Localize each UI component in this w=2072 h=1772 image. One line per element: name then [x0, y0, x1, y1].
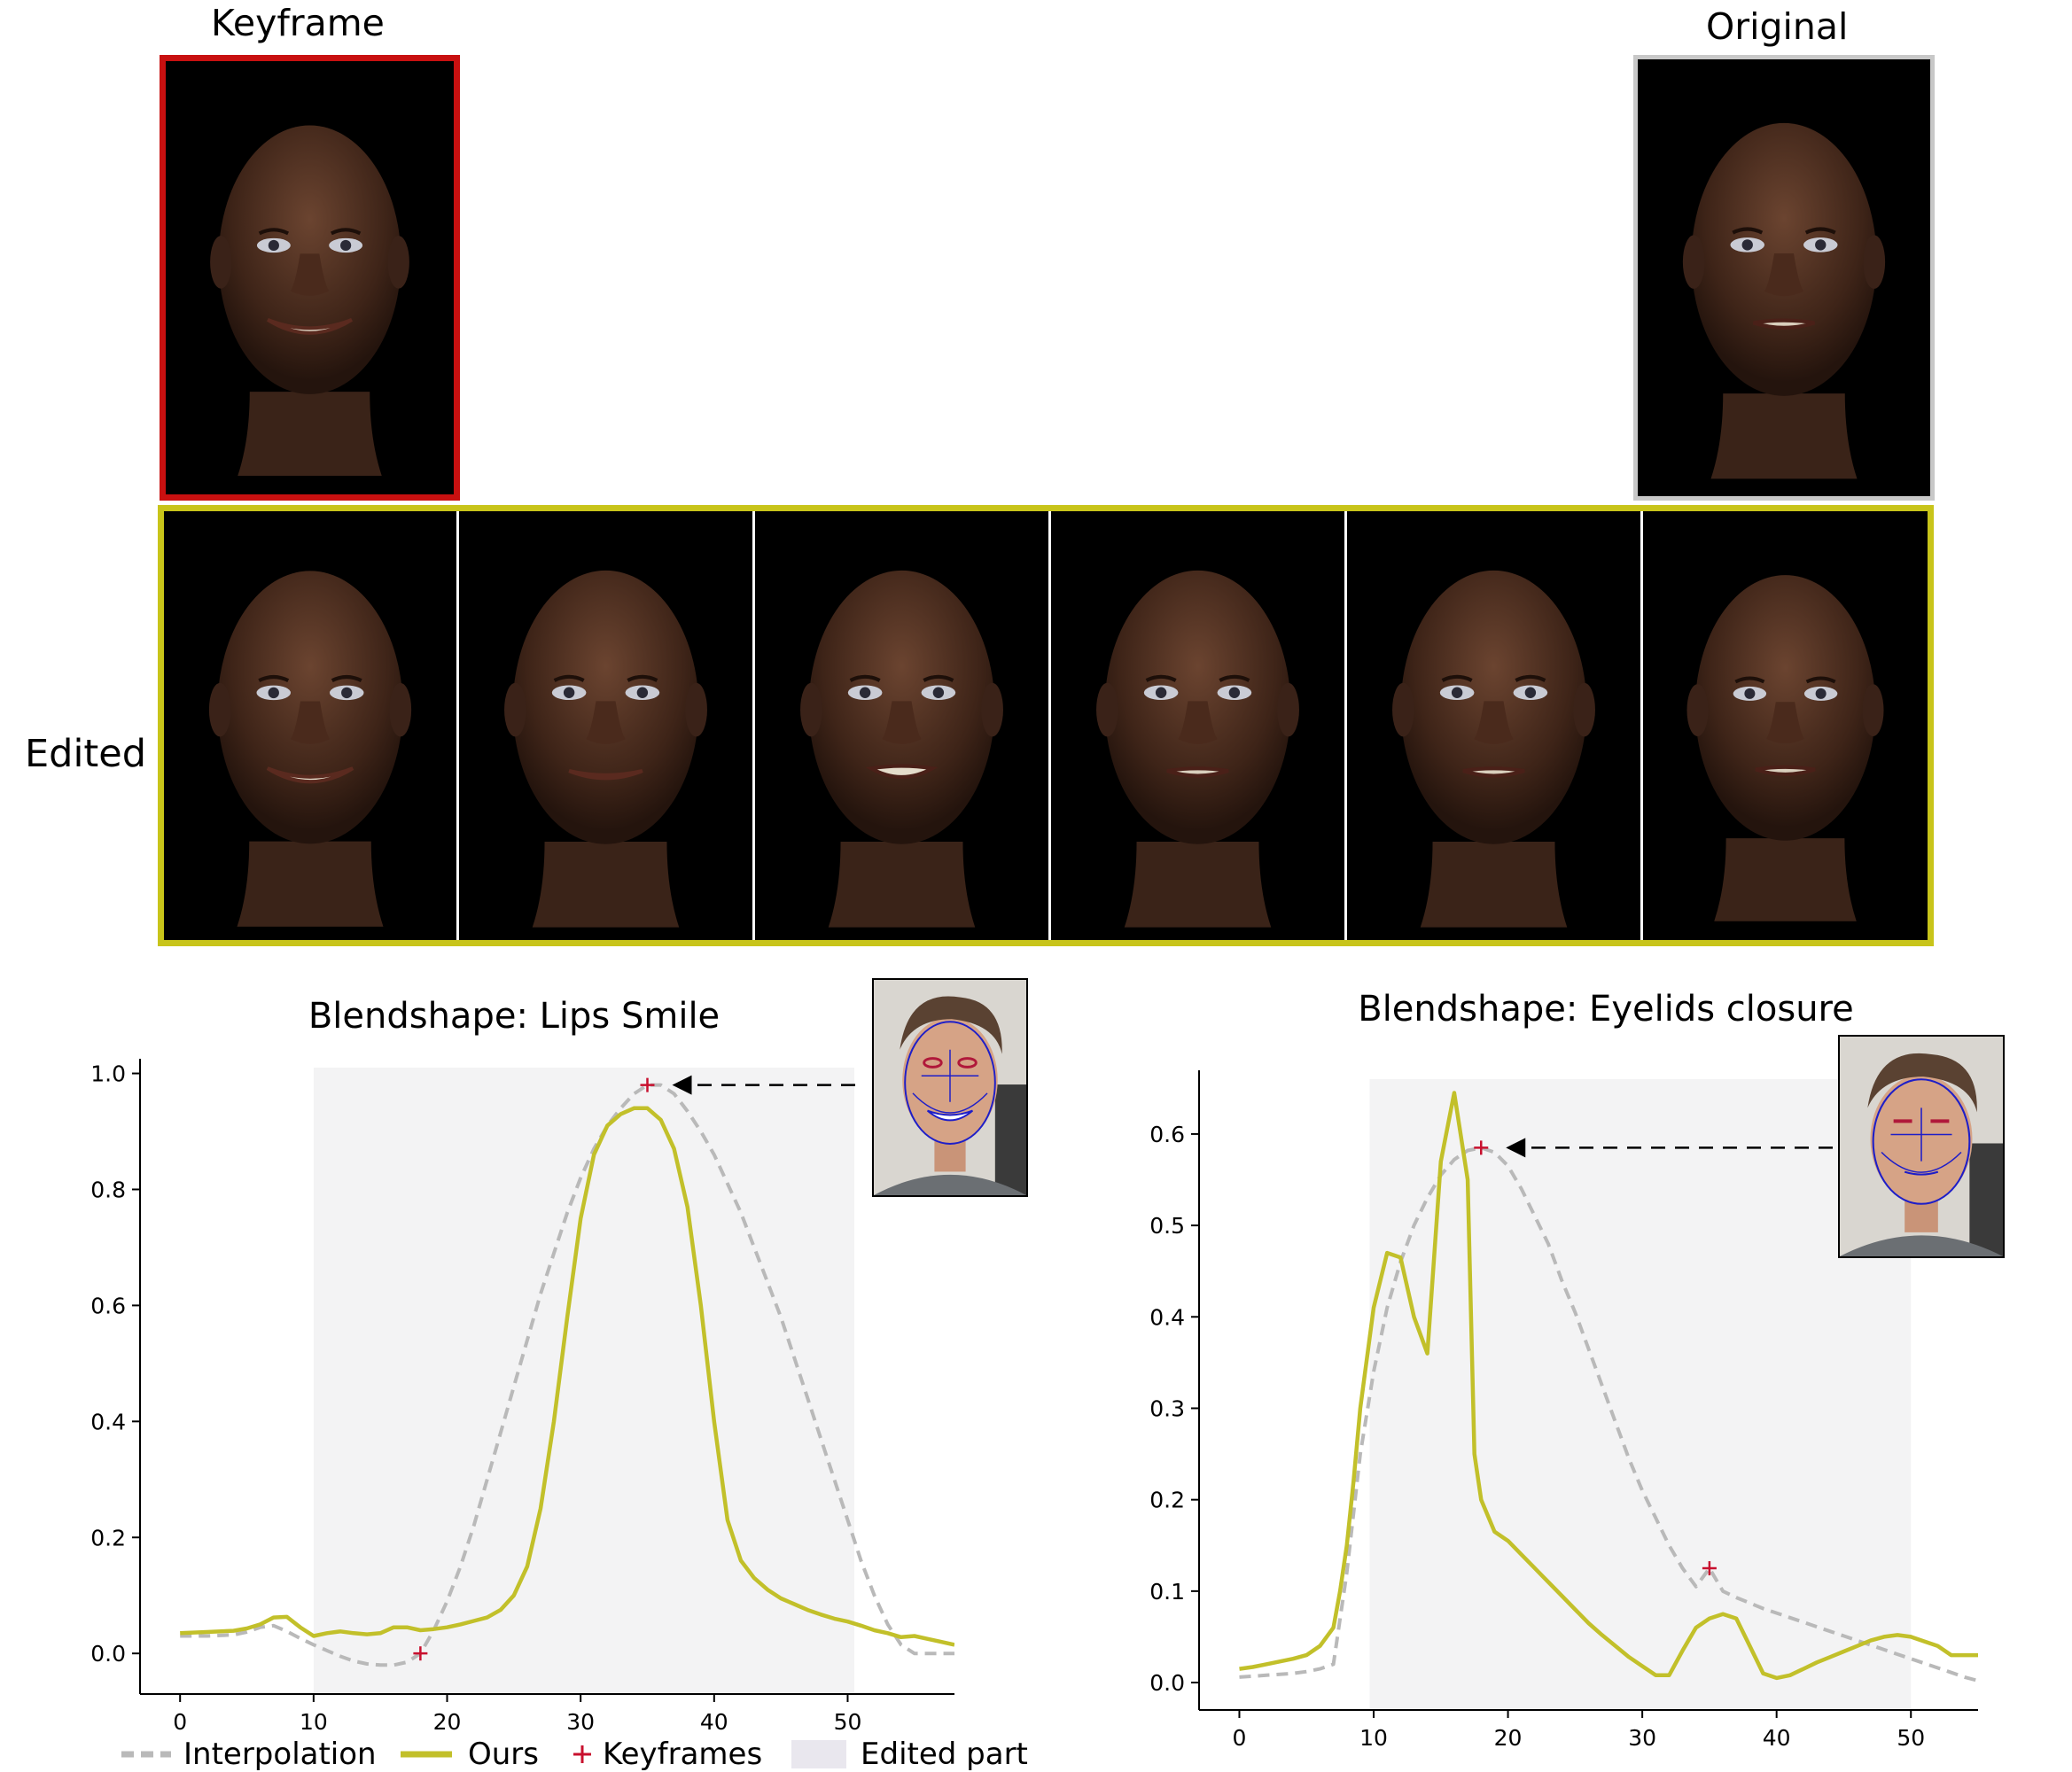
legend-keyframes: Keyframes: [569, 1737, 762, 1772]
edited-frame-3-face-icon: [755, 511, 1048, 940]
x-tick-label: 30: [566, 1709, 595, 1735]
edited-part-swatch-icon: [791, 1740, 846, 1768]
x-tick-label: 20: [1494, 1725, 1523, 1751]
frame-divider: [1640, 511, 1643, 940]
edited-frame-5-face-icon: [1347, 511, 1640, 940]
arrow-head-icon: [672, 1075, 692, 1095]
original-label: Original: [1706, 5, 1849, 48]
y-tick-label: 0.6: [1149, 1122, 1185, 1147]
y-tick-label: 1.0: [90, 1061, 126, 1087]
keyframe-marker: [640, 1077, 655, 1092]
edited-region: [313, 1068, 855, 1692]
original-face-render: [1633, 55, 1935, 501]
y-tick-label: 0.4: [90, 1409, 126, 1434]
plot-area: [180, 1083, 954, 1667]
eyes-closed-person-landmark-photo-icon: [1838, 1035, 2005, 1258]
frame-divider: [752, 511, 755, 940]
edited-frame-6-face-icon: [1643, 511, 1928, 940]
x-tick-label: 30: [1628, 1725, 1656, 1751]
edited-region: [1369, 1079, 1912, 1708]
legend-edited-part: Edited part: [791, 1737, 1028, 1772]
edited-frame-1-face-icon: [164, 511, 456, 940]
y-tick-label: 0.6: [90, 1293, 126, 1318]
chart-title: Blendshape: Eyelids closure: [1358, 989, 1853, 1030]
chart-1: Blendshape: Lips Smile 0 10 20 30 40 50 0.0 0.2 0…: [90, 996, 954, 1735]
interpolation-swatch-icon: [121, 1751, 171, 1758]
edited-frame-4-face-icon: [1051, 511, 1344, 940]
keyframe-marker-icon: [573, 1745, 591, 1763]
interpolation-line: [180, 1083, 954, 1667]
frame-divider: [456, 511, 459, 940]
legend-interpolation-label: Interpolation: [183, 1737, 377, 1772]
chart-2: Blendshape: Eyelids closure 0 10 20 30 40 50 0.…: [1149, 989, 1978, 1751]
x-tick-label: 40: [1763, 1725, 1791, 1751]
edited-label: Edited: [25, 732, 147, 776]
x-tick-label: 10: [1359, 1725, 1388, 1751]
y-tick-label: 0.8: [90, 1177, 126, 1202]
keyframe-marker: [1474, 1140, 1489, 1155]
legend-interpolation: Interpolation: [120, 1737, 377, 1772]
edited-frame-2-face-icon: [459, 511, 752, 940]
x-tick-label: 0: [173, 1709, 187, 1735]
neutral-face-icon: [1638, 59, 1930, 496]
frame-divider: [1344, 511, 1347, 940]
interpolation-line: [1239, 1146, 1978, 1683]
y-tick-label: 0.2: [1149, 1488, 1185, 1513]
x-tick-label: 50: [1897, 1725, 1925, 1751]
y-tick-label: 0.0: [1149, 1670, 1185, 1696]
keyframe-face-render: [160, 55, 460, 501]
edited-face-sequence: [158, 505, 1934, 946]
x-tick-label: 0: [1233, 1725, 1247, 1751]
arrow-head-icon: [1506, 1138, 1526, 1158]
x-tick-label: 40: [700, 1709, 728, 1735]
ours-line: [180, 1106, 954, 1647]
y-tick-label: 0.2: [90, 1525, 126, 1550]
legend-keyframes-label: Keyframes: [603, 1737, 763, 1772]
y-tick-label: 0.4: [1149, 1304, 1185, 1330]
y-tick-label: 0.0: [90, 1641, 126, 1667]
legend-ours: Ours: [399, 1737, 539, 1772]
legend-edited-part-label: Edited part: [861, 1737, 1028, 1772]
keyframe-label: Keyframe: [211, 2, 385, 44]
y-tick-label: 0.3: [1149, 1395, 1185, 1421]
x-tick-label: 20: [433, 1709, 462, 1735]
smiling-person-landmark-photo-icon: [872, 978, 1028, 1197]
plot-area: [1239, 1091, 1978, 1683]
ours-line: [1239, 1091, 1978, 1681]
chart-title: Blendshape: Lips Smile: [308, 996, 720, 1037]
smiling-face-icon: [166, 61, 454, 494]
x-tick-label: 10: [300, 1709, 328, 1735]
ours-swatch-icon: [401, 1751, 452, 1758]
legend-ours-label: Ours: [468, 1737, 540, 1772]
frame-divider: [1048, 511, 1051, 940]
keyframe-marker: [413, 1646, 428, 1661]
y-tick-label: 0.1: [1149, 1579, 1185, 1605]
keyframe-marker: [1702, 1561, 1717, 1576]
y-tick-label: 0.5: [1149, 1213, 1185, 1239]
x-tick-label: 50: [834, 1709, 862, 1735]
